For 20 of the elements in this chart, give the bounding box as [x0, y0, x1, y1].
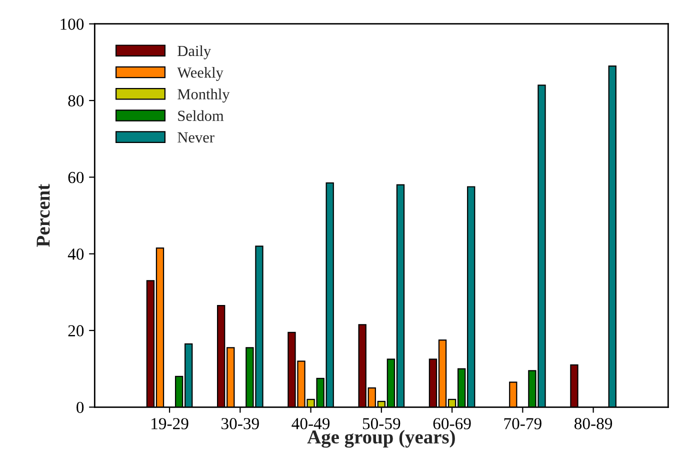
y-tick-label: 20 [68, 325, 84, 336]
x-tick-label: 60-69 [433, 418, 471, 430]
y-tick-label: 40 [68, 248, 84, 260]
x-tick-label: 70-79 [504, 418, 542, 430]
y-tick-label: 0 [76, 402, 84, 414]
legend-label: Seldom [178, 110, 224, 121]
x-tick-label: 40-49 [292, 418, 330, 430]
y-tick-label: 80 [68, 95, 84, 106]
y-tick-label: 60 [68, 172, 84, 184]
y-axis-title: Percent [36, 184, 50, 247]
y-tick-label: 100 [60, 18, 84, 30]
x-axis-title: Age group (years) [307, 430, 455, 448]
legend-label: Monthly [178, 88, 230, 103]
x-tick-label: 80-89 [574, 418, 612, 430]
x-tick-label: 30-39 [222, 418, 259, 430]
x-tick-label: 19-29 [152, 418, 188, 430]
legend-label: Daily [178, 45, 212, 60]
x-tick-label: 50-59 [362, 418, 400, 430]
legend-label: Weekly [177, 66, 224, 81]
legend-label: Never [178, 132, 214, 143]
